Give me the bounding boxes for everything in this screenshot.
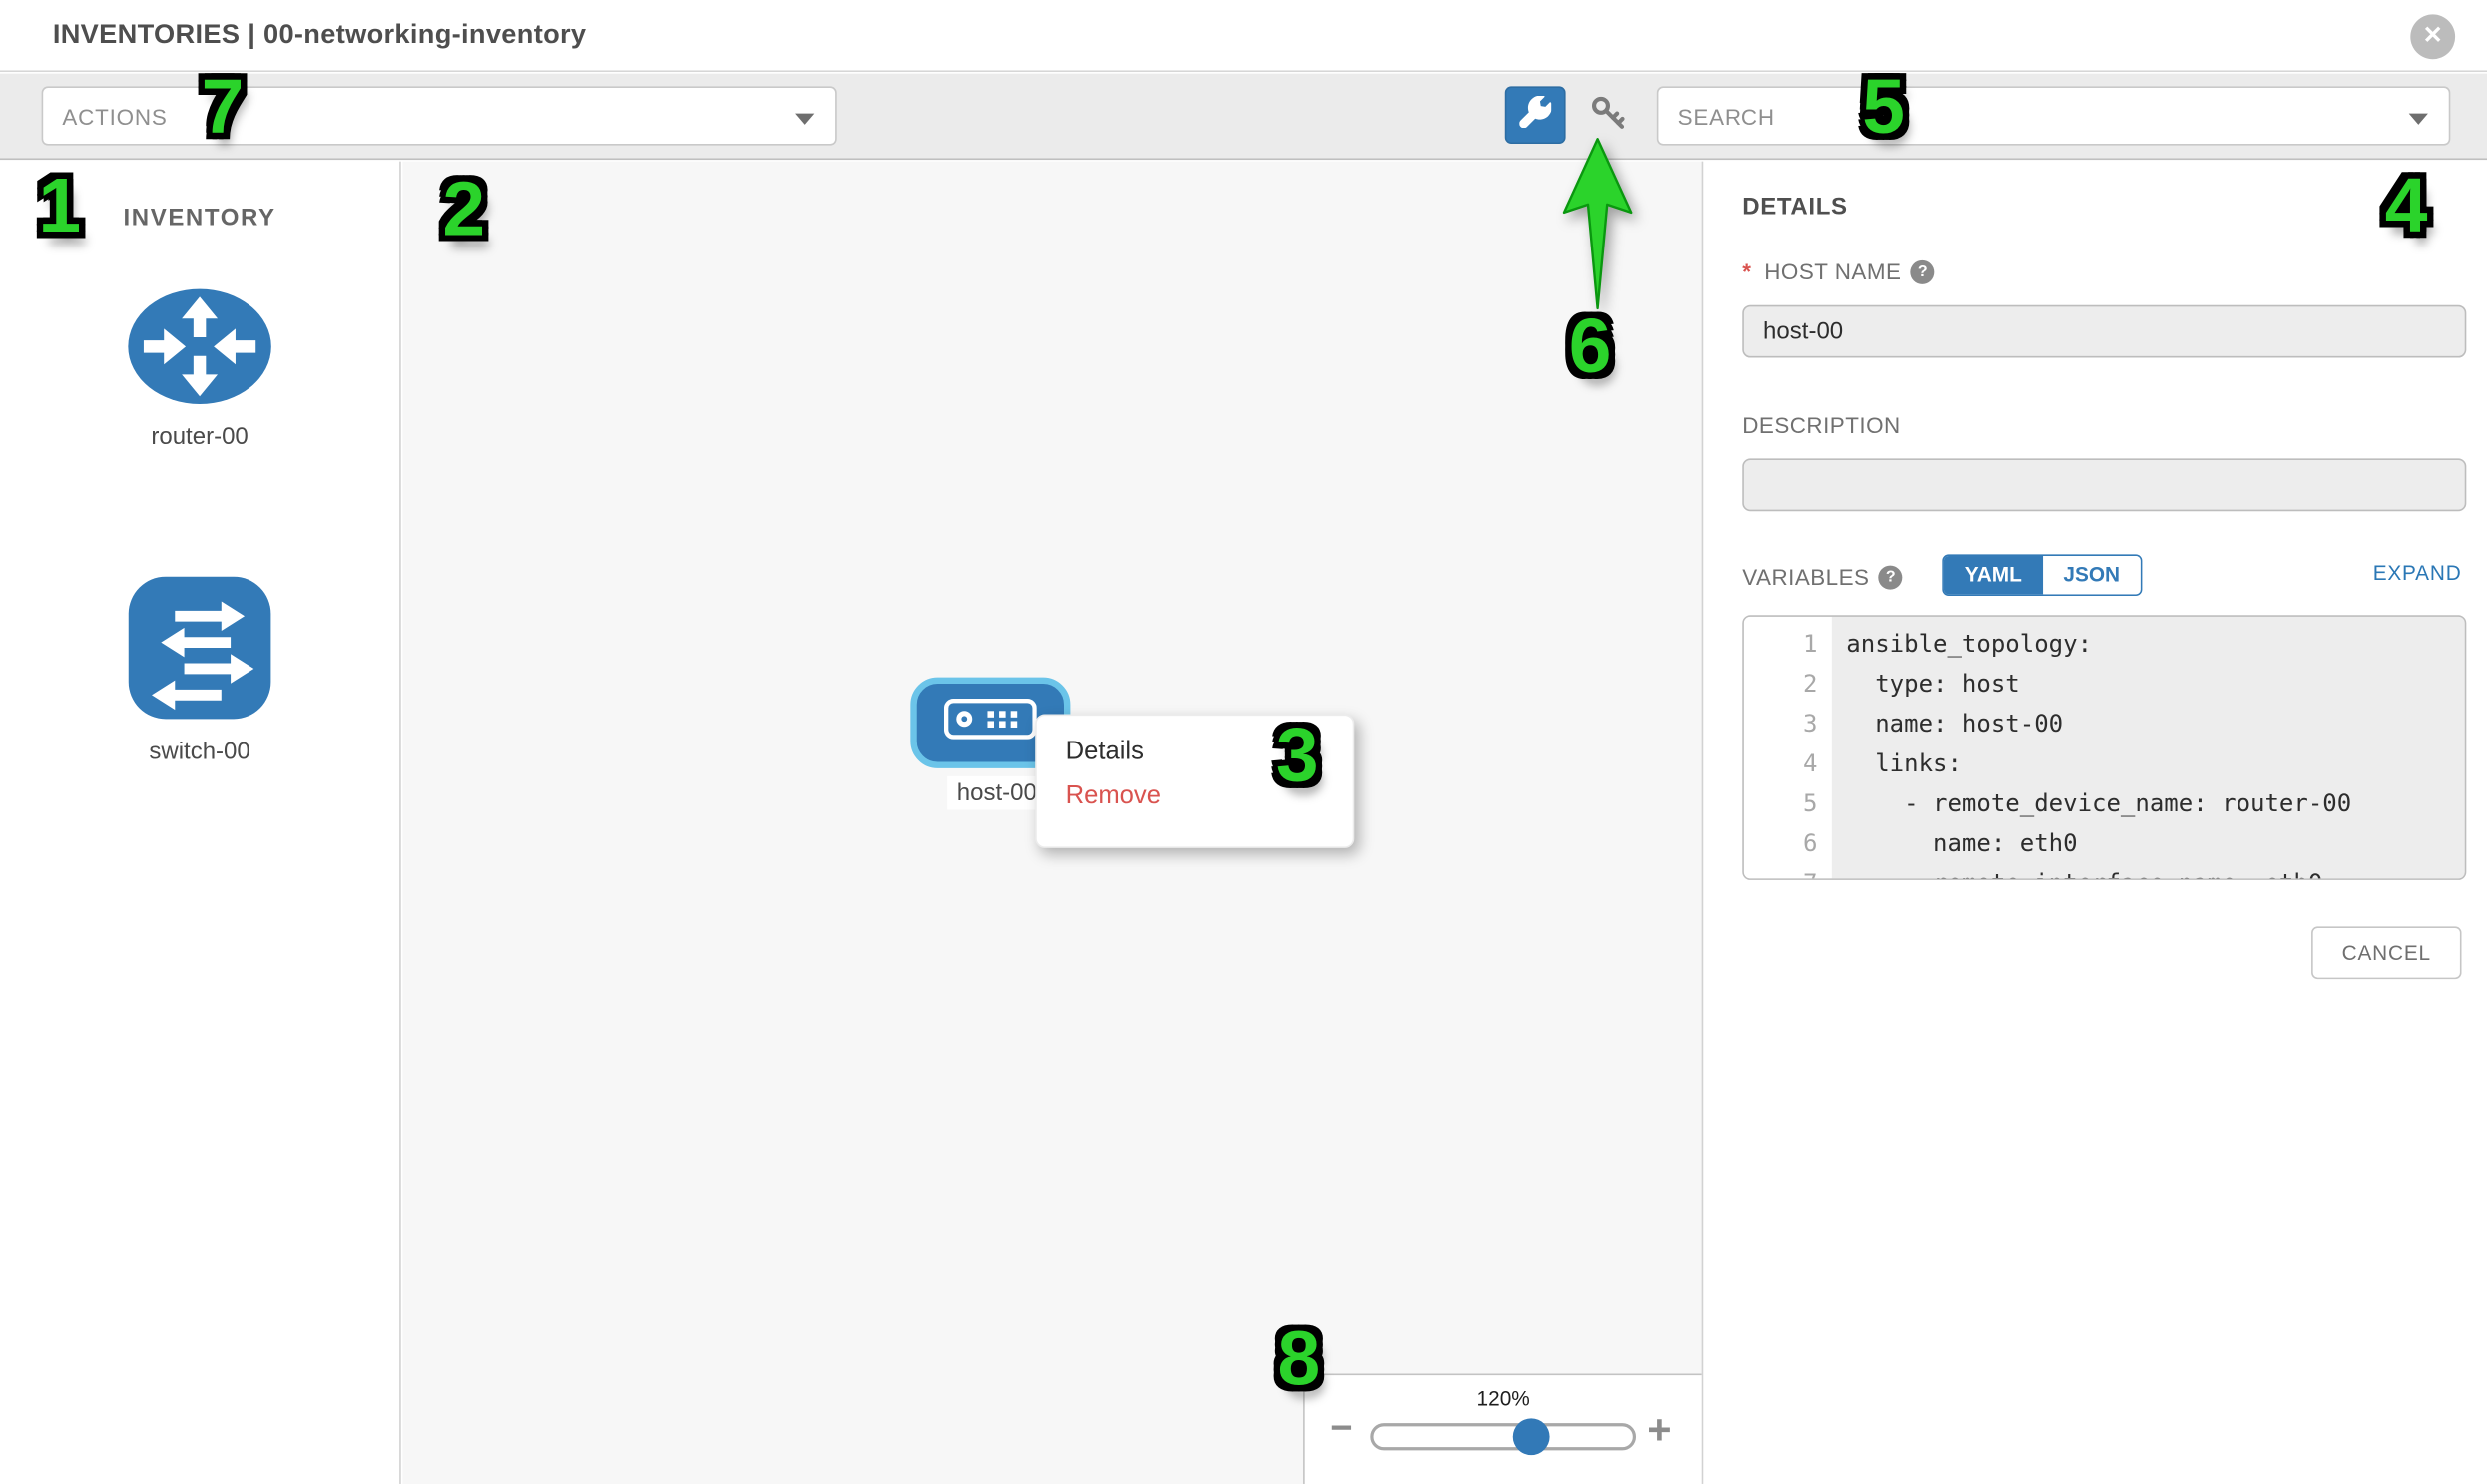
- editor-line: 7 remote_interface_name: eth0: [1744, 864, 2465, 879]
- topology-canvas[interactable]: host-00 Details Remove 120% − +: [402, 161, 1704, 1484]
- editor-line-number: 5: [1803, 788, 1818, 818]
- host-icon: [943, 698, 1037, 747]
- editor-line: 6 name: eth0: [1744, 824, 2465, 864]
- close-button[interactable]: ✕: [2410, 14, 2456, 60]
- annotation-2: 2: [442, 168, 486, 252]
- editor-gutter: [1743, 616, 1832, 879]
- zoom-control: 120% − +: [1303, 1373, 1702, 1484]
- annotation-8: 8: [1277, 1317, 1321, 1403]
- inventory-sidebar: INVENTORY router-00: [0, 161, 401, 1484]
- zoom-slider-knob[interactable]: [1512, 1418, 1550, 1456]
- zoom-slider-track[interactable]: [1370, 1423, 1637, 1451]
- editor-line-text: name: host-00: [1846, 709, 2064, 739]
- editor-line-number: 7: [1744, 864, 1832, 879]
- editor-line-number: 4: [1803, 748, 1818, 778]
- sidebar-item-label: router-00: [151, 423, 249, 451]
- router-icon: [125, 288, 274, 413]
- sidebar-item-switch-00[interactable]: switch-00: [0, 574, 399, 765]
- toggle-json-button[interactable]: JSON: [2042, 556, 2141, 595]
- editor-line: 4 links:: [1744, 744, 2465, 784]
- annotation-4: 4: [2384, 164, 2428, 249]
- variables-label-text: VARIABLES: [1742, 564, 1870, 590]
- zoom-level: 120%: [1476, 1386, 1530, 1411]
- help-icon[interactable]: ?: [1911, 259, 1936, 284]
- annotation-1: 1: [38, 164, 82, 249]
- editor-line-number: 3: [1803, 709, 1818, 739]
- editor-line-text: - remote_device_name: router-00: [1846, 788, 2352, 818]
- editor-rows: 1 ansible_topology: 2 type: host 3 name:…: [1744, 625, 2465, 879]
- host-name-input[interactable]: [1742, 304, 2467, 358]
- chevron-down-icon: [2408, 113, 2428, 125]
- wrench-icon: [1519, 94, 1552, 135]
- editor-content-bg: [1831, 616, 2465, 879]
- editor-line-number: 1: [1803, 629, 1818, 659]
- host-name-label-text: HOST NAME: [1764, 258, 1902, 284]
- annotation-5: 5: [1862, 65, 1906, 151]
- editor-line-text: name: eth0: [1846, 828, 2078, 858]
- zoom-in-button[interactable]: +: [1647, 1405, 1672, 1454]
- editor-line: 1 ansible_topology:: [1744, 625, 2465, 665]
- description-input[interactable]: [1742, 458, 2467, 512]
- actions-dropdown[interactable]: ACTIONS: [41, 86, 837, 146]
- switch-icon: [125, 576, 274, 729]
- editor-line-number: 6: [1803, 828, 1818, 858]
- inventory-name: 00-networking-inventory: [263, 19, 587, 50]
- editor-line-text: type: host: [1846, 669, 2020, 699]
- sidebar-title: INVENTORY: [123, 204, 276, 233]
- annotation-arrow-up-icon: [1562, 138, 1633, 318]
- main-area: INVENTORY router-00: [0, 161, 2487, 1484]
- close-icon: ✕: [2422, 22, 2443, 50]
- host-name-label: * HOST NAME ?: [1742, 258, 1936, 284]
- context-menu-item-details[interactable]: Details: [1065, 738, 1144, 765]
- editor-line-number: 2: [1803, 669, 1818, 699]
- chevron-down-icon: [795, 113, 815, 125]
- title-bar: INVENTORIES | 00-networking-inventory ✕: [0, 0, 2487, 73]
- annotation-3: 3: [1275, 714, 1319, 799]
- help-icon[interactable]: ?: [1879, 564, 1904, 589]
- editor-line: 5 - remote_device_name: router-00: [1744, 784, 2465, 824]
- tools-button[interactable]: [1504, 86, 1566, 145]
- editor-line: 2 type: host: [1744, 665, 2465, 705]
- details-title: DETAILS: [1742, 193, 1848, 221]
- variables-label: VARIABLES ?: [1742, 564, 1904, 590]
- sidebar-item-label: switch-00: [149, 738, 250, 765]
- breadcrumb-separator: |: [240, 19, 264, 50]
- search-placeholder: SEARCH: [1677, 104, 1775, 130]
- description-label: DESCRIPTION: [1742, 412, 1900, 438]
- actions-dropdown-label: ACTIONS: [62, 104, 168, 130]
- search-dropdown[interactable]: SEARCH: [1656, 86, 2451, 146]
- description-label-text: DESCRIPTION: [1742, 411, 1901, 438]
- toolbar: ACTIONS SEARCH: [0, 73, 2487, 161]
- annotation-7: 7: [201, 65, 245, 151]
- variables-code-editor[interactable]: 1 ansible_topology: 2 type: host 3 name:…: [1742, 615, 2467, 880]
- cancel-button[interactable]: CANCEL: [2311, 926, 2462, 980]
- variables-format-toggle: YAML JSON: [1942, 554, 2143, 597]
- expand-link[interactable]: EXPAND: [2372, 560, 2462, 585]
- editor-line-text: links:: [1846, 748, 1962, 778]
- required-marker: *: [1742, 258, 1752, 284]
- details-panel: DETAILS * HOST NAME ? DESCRIPTION VARIAB…: [1704, 161, 2487, 1484]
- page-title: INVENTORIES | 00-networking-inventory: [53, 19, 587, 51]
- host-node-label: host-00: [947, 775, 1047, 810]
- editor-line: 3 name: host-00: [1744, 705, 2465, 744]
- key-button[interactable]: [1585, 93, 1633, 141]
- editor-line-text: remote_interface_name: eth0: [1832, 864, 2465, 879]
- context-menu-item-remove[interactable]: Remove: [1065, 782, 1161, 810]
- context-menu: Details Remove: [1035, 714, 1355, 848]
- breadcrumb-inventories[interactable]: INVENTORIES: [52, 19, 241, 50]
- sidebar-item-router-00[interactable]: router-00: [0, 286, 399, 451]
- key-icon: [1588, 92, 1630, 142]
- editor-line-text: ansible_topology:: [1846, 629, 2093, 659]
- zoom-out-button[interactable]: −: [1330, 1407, 1353, 1451]
- toggle-yaml-button[interactable]: YAML: [1943, 556, 2043, 595]
- annotation-6: 6: [1568, 304, 1612, 390]
